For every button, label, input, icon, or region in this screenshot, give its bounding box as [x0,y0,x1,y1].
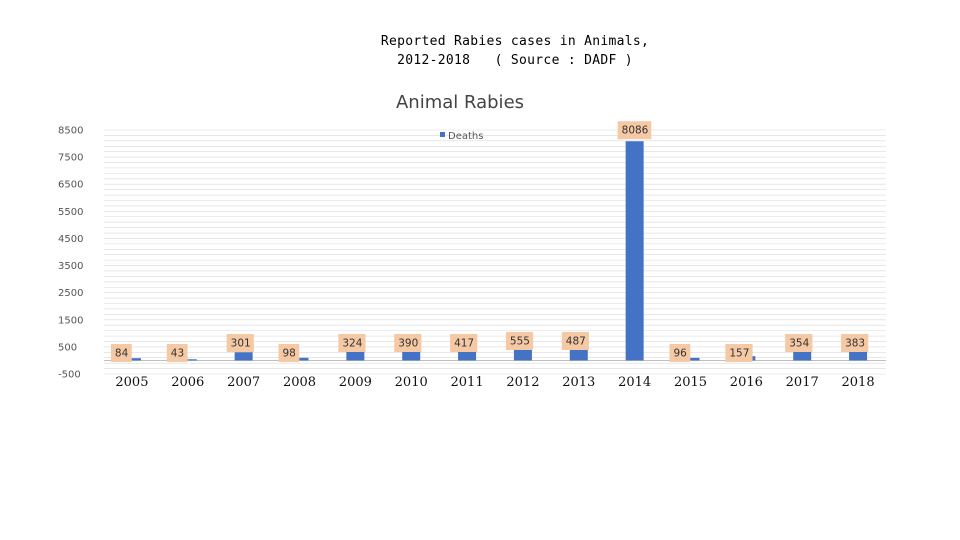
bar-2018 [849,350,868,361]
chart-title: Animal Rabies [395,92,525,113]
data-label-2008: 98 [278,344,300,362]
data-label-text: 43 [171,348,184,360]
x-tick-label: 2013 [562,375,595,390]
bar-2009 [346,351,365,361]
data-label-bg [841,334,869,352]
data-label-2009: 324 [338,334,366,352]
x-tick-label: 2015 [674,375,707,390]
bar-2008 [290,357,309,361]
data-label-2014: 8086 [617,121,652,140]
data-label-2013: 487 [561,332,589,350]
data-label-text: 417 [454,338,474,350]
data-label-bg [338,334,366,352]
data-label-2017: 354 [785,334,813,352]
y-tick-label: 5500 [58,207,83,218]
y-tick-label: 4500 [58,234,83,245]
data-label-bg [226,334,254,352]
legend: Deaths [440,131,483,142]
bar-2011 [458,349,477,361]
data-label-bg [166,344,188,362]
bars [122,141,868,361]
legend-swatch [440,132,445,137]
data-label-text: 383 [845,338,865,350]
data-label-bg [617,121,652,140]
data-label-2012: 555 [505,332,534,350]
data-label-text: 157 [729,348,749,360]
slide-title-line-1: Reported Rabies cases in Animals, [380,34,650,49]
data-label-2010: 390 [394,334,422,352]
slide-title: Reported Rabies cases in Animals, 2012-2… [300,32,730,70]
data-label-bg [785,334,813,352]
x-axis-ticks: 2005 2006 2007 2008 2009 2010 2011 2012 2013 2014… [115,375,874,390]
data-label-text: 8086 [622,125,649,137]
bar-2015 [681,357,700,361]
y-tick-label: 8500 [58,126,83,137]
data-label-text: 301 [231,338,251,350]
data-label-bg [450,334,478,352]
data-label-text: 324 [342,338,362,350]
data-label-2007: 301 [226,334,254,352]
x-tick-label: 2012 [506,375,539,390]
bar-2007 [234,352,253,361]
data-label-2016: 157 [725,344,753,362]
data-label-text: 98 [283,348,296,360]
legend-label: Deaths [448,131,483,142]
data-label-2006: 43 [166,344,188,362]
x-tick-label: 2010 [395,375,428,390]
y-tick-label: 500 [58,342,77,353]
x-tick-label: 2018 [842,375,875,390]
x-tick-label: 2011 [451,375,484,390]
slide-title-line-2: 2012-2018 ( Source : DADF ) [397,53,633,68]
x-tick-label: 2016 [730,375,763,390]
data-label-bg [394,334,422,352]
data-label-text: 354 [789,338,809,350]
bar-2013 [569,347,588,361]
data-label-bg [725,344,753,362]
x-tick-label: 2007 [227,375,260,390]
bar-2005 [122,358,141,361]
data-label-text: 96 [674,348,688,360]
x-tick-label: 2006 [171,375,204,390]
y-tick-label: 7500 [58,153,83,164]
data-label-2015: 96 [669,344,691,362]
data-labels: 84 43 301 98 324 390 417 555 487 8086 96 157 354 383 [110,121,869,362]
gridlines [104,129,886,375]
y-tick-label: -500 [58,370,81,381]
data-label-2005: 84 [110,344,132,362]
data-label-2018: 383 [841,334,869,352]
y-tick-label: 1500 [58,315,83,326]
x-tick-label: 2009 [339,375,372,390]
bar-2006 [178,359,197,361]
data-label-text: 390 [398,338,418,350]
bar-2017 [793,350,812,361]
bar-2014 [625,141,644,361]
data-label-2011: 417 [450,334,478,352]
y-tick-label: 3500 [58,261,83,272]
data-label-text: 84 [115,348,129,360]
y-axis-ticks: -500 500 1500 2500 3500 4500 5500 6500 7500 8500 [58,126,83,381]
data-label-bg [505,332,534,350]
y-tick-label: 2500 [58,288,83,299]
x-tick-label: 2008 [283,375,316,390]
x-tick-label: 2014 [618,375,651,390]
data-label-bg [110,344,132,362]
data-label-text: 487 [566,336,586,348]
bar-2010 [402,349,421,361]
x-tick-label: 2005 [115,375,148,390]
data-label-bg [561,332,589,350]
data-label-text: 555 [510,336,530,348]
data-label-bg [278,344,300,362]
x-tick-label: 2017 [786,375,819,390]
data-label-bg [669,344,691,362]
y-tick-label: 6500 [58,180,83,191]
